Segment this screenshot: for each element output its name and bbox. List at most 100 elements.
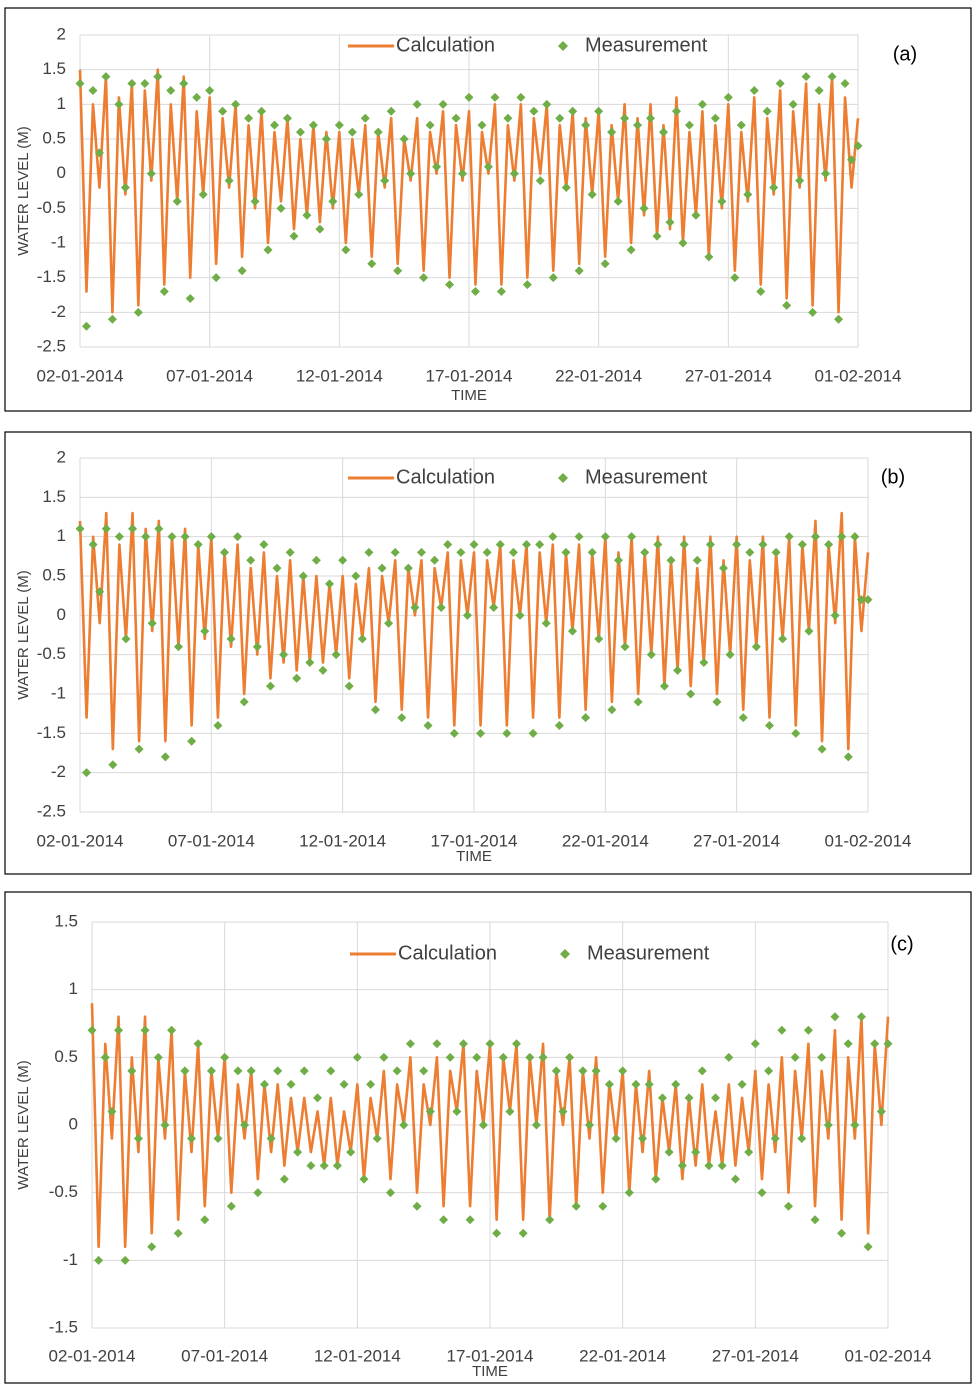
measurement-point [717, 196, 727, 206]
measurement-point [736, 120, 746, 130]
measurement-point [259, 540, 269, 550]
measurement-point [354, 189, 364, 199]
measurement-point [551, 1066, 561, 1076]
measurement-point [558, 1106, 568, 1116]
measurement-point [160, 752, 170, 762]
measurement-point [737, 1079, 747, 1089]
measurement-point [292, 673, 302, 683]
measurement-point [205, 85, 215, 95]
measurement-point [392, 1066, 402, 1076]
measurement-point [801, 72, 811, 82]
measurement-point [233, 532, 243, 542]
measurement-point [594, 634, 604, 644]
measurement-point [75, 79, 85, 89]
y-tick-label: -2.5 [37, 801, 66, 820]
measurement-point [366, 1079, 376, 1089]
measurement-point [856, 595, 866, 605]
y-tick-label: 0 [57, 605, 66, 624]
measurement-point [419, 1066, 429, 1076]
measurement-point [730, 273, 740, 283]
measurement-point [134, 744, 144, 754]
measurement-point [279, 650, 289, 660]
y-tick-label: 1.5 [42, 59, 66, 78]
measurement-point [485, 1039, 495, 1049]
y-tick-label: 0.5 [42, 128, 66, 147]
measurement-point [367, 259, 377, 269]
measurement-point [213, 720, 223, 730]
measurement-point [253, 1188, 263, 1198]
measurement-point [121, 634, 131, 644]
y-tick-label: -1.5 [37, 723, 66, 742]
y-tick-label: 2 [57, 447, 66, 466]
measurement-point [618, 1066, 628, 1076]
measurement-point [449, 728, 459, 738]
measurement-point [691, 1147, 701, 1157]
legend-label: Calculation [398, 942, 497, 964]
measurement-point [250, 196, 260, 206]
measurement-point [246, 555, 256, 565]
measurement-point [100, 1052, 110, 1062]
measurement-point [425, 1106, 435, 1116]
measurement-point [439, 1215, 449, 1225]
measurement-point [386, 106, 396, 116]
measurement-point [380, 176, 390, 186]
measurement-point [141, 532, 151, 542]
measurement-point [325, 579, 335, 589]
legend-label: Measurement [585, 34, 708, 56]
measurement-point [120, 1255, 130, 1265]
measurement-point [246, 1066, 256, 1076]
measurement-point [814, 85, 824, 95]
measurement-point [600, 259, 610, 269]
measurement-point [393, 266, 403, 276]
measurement-point [732, 540, 742, 550]
measurement-point [75, 524, 85, 534]
measurement-point [313, 1093, 323, 1103]
measurement-point [107, 314, 117, 324]
panel-label: (a) [893, 43, 917, 65]
y-tick-label: -0.5 [49, 1182, 78, 1201]
measurement-point [837, 1228, 847, 1238]
measurement-point [233, 1066, 243, 1076]
measurement-point [302, 210, 312, 220]
measurement-point [548, 532, 558, 542]
y-tick-label: -2 [51, 762, 66, 781]
measurement-point [299, 1066, 309, 1076]
measurement-point [705, 540, 715, 550]
measurement-point [412, 99, 422, 109]
measurement-point [282, 113, 292, 123]
measurement-point [357, 634, 367, 644]
measurement-point [568, 106, 578, 116]
measurement-point [784, 1201, 793, 1211]
measurement-point [478, 1120, 488, 1130]
y-tick-label: 1.5 [42, 487, 66, 506]
x-tick-label: 02-01-2014 [49, 1346, 136, 1365]
measurement-point [416, 547, 426, 557]
measurement-point [757, 1188, 767, 1198]
measurement-point [237, 266, 247, 276]
measurement-point [295, 127, 305, 137]
measurement-point [518, 1228, 528, 1238]
measurement-point [206, 1066, 216, 1076]
measurement-point [692, 555, 702, 565]
y-tick-label: -2.5 [37, 336, 66, 355]
measurement-point [824, 540, 834, 550]
measurement-point [571, 1201, 581, 1211]
measurement-point [711, 1093, 721, 1103]
legend-label: Calculation [396, 466, 495, 488]
measurement-point [306, 1161, 316, 1171]
measurement-point [318, 665, 328, 675]
measurement-point [492, 1228, 502, 1238]
measurement-point [346, 1147, 356, 1157]
measurement-point [644, 1079, 654, 1089]
measurement-point [432, 162, 442, 172]
measurement-point [384, 618, 394, 628]
measurement-point [403, 563, 413, 573]
measurement-point [270, 120, 279, 130]
measurement-point [88, 540, 98, 550]
measurement-point [399, 134, 409, 144]
measurement-point [451, 113, 461, 123]
x-tick-label: 17-01-2014 [431, 831, 518, 850]
measurement-point [379, 1052, 389, 1062]
measurement-point [531, 1120, 541, 1130]
